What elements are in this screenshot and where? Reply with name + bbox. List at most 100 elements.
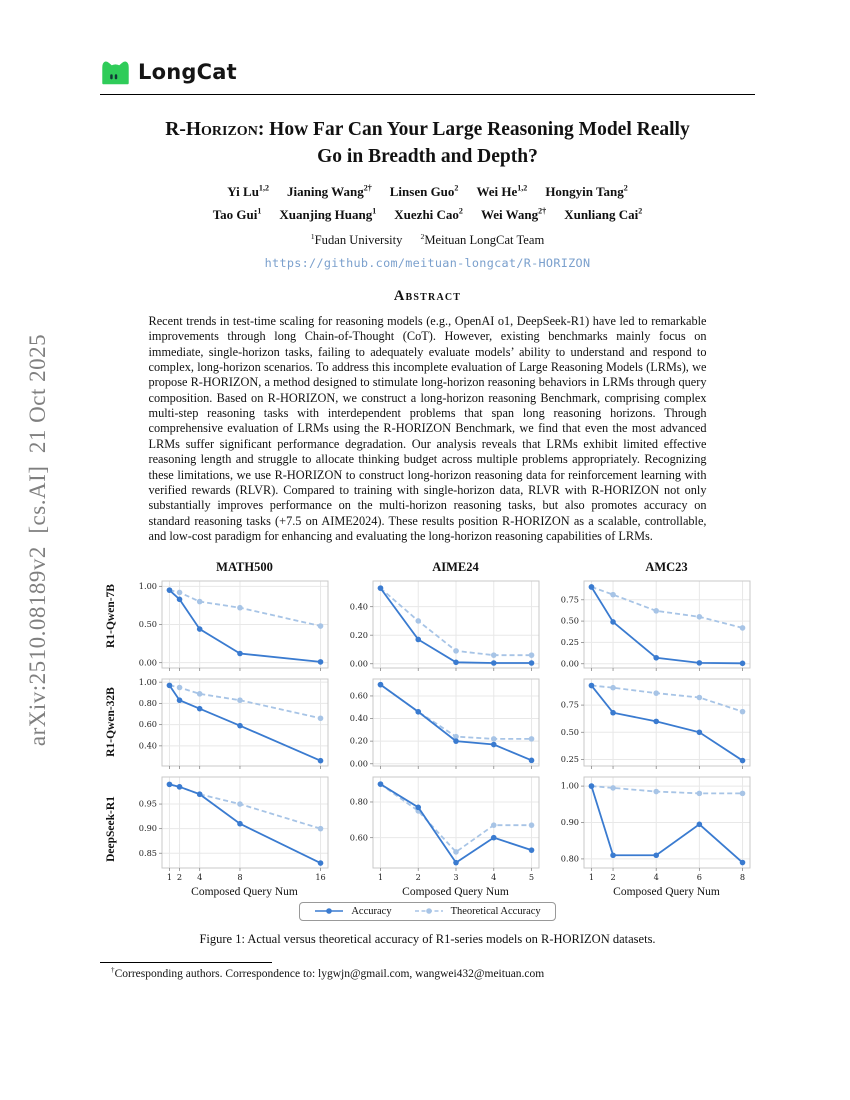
theoretical-accuracy-line: [169, 588, 321, 627]
svg-text:5: 5: [529, 872, 534, 882]
svg-text:0.90: 0.90: [561, 817, 579, 827]
theoretical-accuracy-line: [169, 684, 321, 719]
svg-text:2: 2: [610, 872, 615, 882]
author: Xunliang Cai2: [564, 206, 643, 222]
affiliation: 1Fudan University: [310, 231, 403, 247]
subplot-MATH500-R1-Qwen-32B: 0.40 0.60 0.80 1.00: [139, 676, 329, 769]
header-rule: [100, 94, 755, 95]
svg-text:8: 8: [740, 872, 745, 882]
svg-text:0.40: 0.40: [350, 713, 368, 723]
svg-text:0.80: 0.80: [139, 698, 157, 708]
title-line1: : How Far Can Your Large Reasoning Model…: [257, 119, 690, 140]
subplot-AMC23-DeepSeek-R1: 0.80 0.90 1.00 1 2 4 6 8: [561, 776, 751, 882]
accuracy-line: [168, 684, 321, 762]
chart-column-title-math500: MATH500: [216, 559, 273, 574]
figure1: R1-Qwen-7B MATH500 0.00 0.50 1.00 AIME24 0.00 0…: [100, 560, 755, 948]
svg-text:1: 1: [378, 872, 383, 882]
legend-row: Accuracy Theoretical Accuracy: [100, 901, 755, 922]
svg-text:0.00: 0.00: [561, 658, 579, 668]
svg-text:0.50: 0.50: [561, 615, 579, 625]
svg-text:0.00: 0.00: [350, 758, 368, 768]
xaxis-label-amc23: Composed Query Num: [613, 885, 720, 898]
theoretical-accuracy-line: [379, 782, 532, 853]
chart-row-label-r1-qwen-7b: R1-Qwen-7B: [105, 583, 117, 648]
svg-text:0.20: 0.20: [350, 629, 368, 639]
subplot-MATH500-R1-Qwen-7B: 0.00 0.50 1.00: [139, 580, 329, 671]
accuracy-line: [590, 586, 743, 664]
chart-cell: 0.60 0.80 1 2 3 4 5: [339, 773, 544, 885]
longcat-cat-icon: [102, 61, 129, 85]
author: Linsen Guo2: [389, 183, 459, 200]
longcat-logo: LongCat: [100, 55, 755, 89]
accuracy-line: [590, 785, 744, 863]
arxiv-stamp: arXiv:2510.08189v2 [cs.AI] 21 Oct 2025: [25, 333, 50, 747]
svg-text:1.00: 1.00: [139, 676, 157, 686]
svg-text:0.85: 0.85: [139, 847, 157, 857]
svg-text:0.80: 0.80: [561, 853, 579, 863]
chart-cell: MATH500 0.00 0.50 1.00: [128, 560, 333, 672]
figure1-chart-grid: R1-Qwen-7B MATH500 0.00 0.50 1.00 AIME24 0.00 0…: [100, 560, 755, 885]
solid-line-swatch-icon: [315, 908, 344, 914]
svg-text:4: 4: [654, 872, 659, 882]
chart-column-title-amc23: AMC23: [645, 559, 688, 574]
chart-cell: AIME24 0.00 0.20 0.40: [339, 560, 544, 672]
svg-text:1.00: 1.00: [139, 581, 157, 591]
abstract-heading: Abstract: [393, 287, 462, 304]
author: Tao Gui1: [212, 206, 262, 222]
authors-row-1: Yi Lu1,2 Jianing Wang2† Linsen Guo2 Wei He1…: [100, 184, 755, 200]
svg-text:0.75: 0.75: [561, 594, 579, 604]
legend-entry-solid: Accuracy: [314, 906, 392, 917]
chart-cell: AMC23 0.00 0.25 0.50 0.75: [550, 560, 755, 672]
page-title: R-Horizon: How Far Can Your Large Reason…: [100, 117, 755, 171]
xaxis-label-row: Composed Query Num Composed Query Num Co…: [100, 886, 755, 898]
author: Xuanjing Huang1: [279, 206, 377, 222]
chart-cell: 0.40 0.60 0.80 1.00: [128, 675, 333, 770]
svg-text:16: 16: [315, 872, 325, 882]
dashed-line-swatch-icon: [414, 908, 443, 914]
svg-text:0.60: 0.60: [350, 832, 368, 842]
affiliations: 1Fudan University 2Meituan LongCat Team: [100, 232, 755, 248]
subplot-AIME24-DeepSeek-R1: 0.60 0.80 1 2 3 4 5: [350, 776, 540, 882]
chart-legend: Accuracy Theoretical Accuracy: [299, 901, 556, 921]
footnote-body: Corresponding authors. Correspondence to…: [114, 967, 545, 980]
github-repo-link[interactable]: https://github.com/meituan-longcat/R-HOR…: [264, 255, 591, 270]
chart-cell: 0.00 0.20 0.40 0.60: [339, 675, 544, 770]
svg-text:4: 4: [197, 872, 202, 882]
subplot-AMC23-R1-Qwen-7B: 0.00 0.25 0.50 0.75: [561, 580, 751, 671]
accuracy-line: [169, 783, 321, 864]
svg-text:2: 2: [416, 872, 421, 882]
svg-text:0.75: 0.75: [561, 699, 579, 709]
logo-wordmark: LongCat: [138, 60, 237, 84]
footnote: †Corresponding authors. Correspondence t…: [100, 962, 755, 980]
svg-text:0.00: 0.00: [139, 657, 157, 667]
title-smallcaps: R-Horizon: [165, 119, 258, 140]
svg-text:0.25: 0.25: [561, 637, 579, 647]
chart-cell: 0.80 0.90 1.00 1 2 4 6 8: [550, 773, 755, 885]
subplot-MATH500-DeepSeek-R1: 0.85 0.90 0.95 1 2 4 8 16: [139, 776, 329, 882]
title-line2: Go in Breadth and Depth?: [317, 145, 538, 167]
author: Yi Lu1,2: [227, 183, 269, 200]
paper-page: LongCat R-Horizon: How Far Can Your Larg…: [100, 55, 755, 980]
legend-label: Theoretical Accuracy: [450, 905, 541, 917]
authors-row-2: Tao Gui1 Xuanjing Huang1 Xuezhi Cao2 Wei Wa…: [100, 206, 755, 222]
svg-text:0.50: 0.50: [561, 726, 579, 736]
svg-text:0.00: 0.00: [350, 658, 368, 668]
svg-text:6: 6: [697, 872, 702, 882]
author: Wei Wang2†: [480, 206, 547, 222]
author: Jianing Wang2†: [286, 183, 372, 200]
chart-column-title-aime24: AIME24: [432, 559, 479, 574]
svg-text:0.95: 0.95: [139, 798, 157, 808]
chart-row-label-deepseek-r1: DeepSeek-R1: [105, 795, 117, 862]
svg-text:1: 1: [589, 872, 594, 882]
svg-text:0.60: 0.60: [139, 719, 157, 729]
xaxis-label-aime24: Composed Query Num: [402, 885, 509, 898]
author: Wei He1,2: [476, 183, 528, 200]
svg-text:3: 3: [453, 872, 458, 882]
subplot-AIME24-R1-Qwen-7B: 0.00 0.20 0.40: [350, 580, 540, 671]
svg-text:0.90: 0.90: [139, 823, 157, 833]
subplot-AMC23-R1-Qwen-32B: 0.25 0.50 0.75: [561, 678, 751, 769]
chart-cell: 0.85 0.90 0.95 1 2 4 8 16: [128, 773, 333, 885]
svg-text:0.40: 0.40: [139, 740, 157, 750]
svg-text:0.50: 0.50: [139, 619, 157, 629]
footnote-dagger: †: [111, 966, 115, 975]
